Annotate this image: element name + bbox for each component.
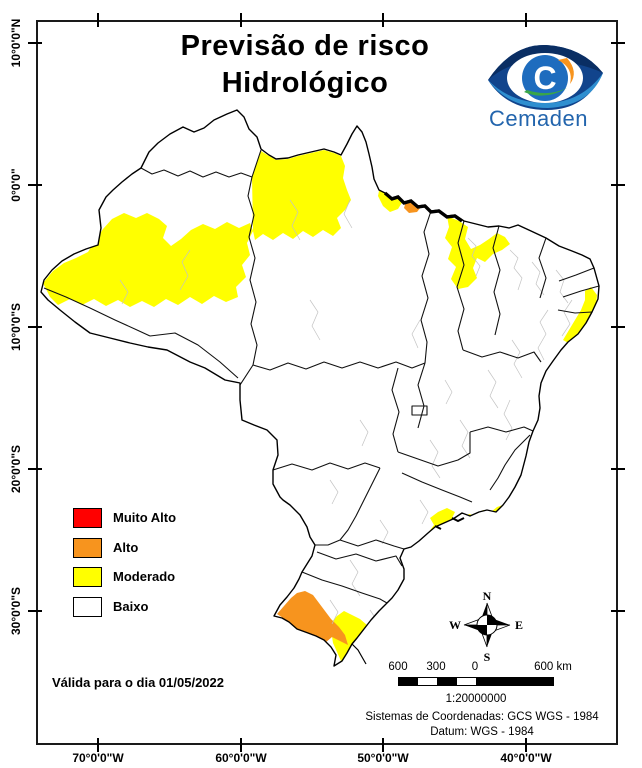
region-western-amazonas bbox=[43, 213, 253, 307]
eye-icon: C bbox=[488, 44, 603, 110]
legend-label-alto: Alto bbox=[113, 540, 139, 555]
attribution-datum: Datum: WGS - 1984 bbox=[430, 726, 534, 738]
cemaden-wordmark: Cemaden bbox=[489, 106, 588, 131]
brazil-outline bbox=[40, 109, 600, 667]
compass-n-label: N bbox=[483, 589, 492, 603]
tick-top-60w bbox=[240, 13, 242, 27]
attribution-coordinate-system: Sistemas de Coordenadas: GCS WGS - 1984 bbox=[365, 711, 599, 723]
tick-top-50w bbox=[382, 13, 384, 27]
compass-rose-icon bbox=[463, 602, 511, 648]
compass-labels: N S W E bbox=[449, 589, 523, 664]
lon-label-40w: 40°0'0"W bbox=[500, 751, 552, 765]
region-northern-para-south-roraima bbox=[252, 150, 351, 240]
lat-label-20s: 20°0'0"S bbox=[9, 444, 23, 494]
brazil-risk-map bbox=[40, 109, 600, 667]
cemaden-logo: C bbox=[488, 44, 603, 110]
tick-left-30s bbox=[28, 610, 42, 612]
lon-label-70w: 70°0'0"W bbox=[72, 751, 124, 765]
attribution: Sistemas de Coordenadas: GCS WGS - 1984 … bbox=[332, 710, 632, 740]
scale-bar-labels: 600 300 0 600 km bbox=[388, 661, 571, 675]
legend-label-moderado: Moderado bbox=[113, 569, 176, 584]
legend-label-baixo: Baixo bbox=[113, 599, 149, 614]
north-arrow: N S W E bbox=[449, 589, 523, 664]
scale-label-600-km: 600 km bbox=[534, 661, 572, 673]
lat-label-30s: 30°0'0"S bbox=[9, 586, 23, 636]
tick-left-10s bbox=[28, 326, 42, 328]
tick-right-30s bbox=[611, 610, 625, 612]
tick-bottom-50w bbox=[382, 738, 384, 752]
legend-swatch-muito-alto bbox=[73, 507, 102, 528]
tick-left-20s bbox=[28, 468, 42, 470]
region-southwest-rio-grande-do-sul bbox=[277, 591, 348, 645]
compass-s-label: S bbox=[484, 650, 491, 664]
lon-label-50w: 50°0'0"W bbox=[357, 751, 409, 765]
tick-top-70w bbox=[97, 13, 99, 27]
region-pernambuco-alagoas-coast bbox=[563, 287, 597, 344]
legend-item-alto: Alto bbox=[73, 537, 138, 558]
compass-w-label: W bbox=[449, 618, 461, 632]
legend-item-muito-alto: Muito Alto bbox=[73, 507, 176, 528]
region-western-maranhao bbox=[445, 216, 510, 289]
legend-swatch-alto bbox=[73, 537, 102, 558]
legend-item-baixo: Baixo bbox=[73, 596, 148, 617]
validity-note: Válida para o dia 01/05/2022 bbox=[52, 675, 224, 690]
coastline-accents bbox=[351, 191, 465, 665]
tick-bottom-70w bbox=[97, 738, 99, 752]
lat-label-10n: 10°0'0"N bbox=[9, 18, 23, 68]
scale-label-600-left: 600 bbox=[388, 661, 408, 673]
scale-label-0: 0 bbox=[471, 661, 479, 673]
region-southeast-rio-grande-do-sul bbox=[330, 611, 377, 666]
scale-ratio: 1:20000000 bbox=[445, 693, 507, 705]
tick-right-10n bbox=[611, 42, 625, 44]
legend-swatch-moderado bbox=[73, 566, 102, 587]
compass-e-label: E bbox=[515, 618, 523, 632]
lat-label-10s: 10°0'0"S bbox=[9, 302, 23, 352]
tick-top-40w bbox=[525, 13, 527, 27]
map-title-line1: Previsão de risco bbox=[180, 30, 430, 62]
map-neatline bbox=[36, 20, 618, 745]
state-boundaries bbox=[43, 149, 600, 604]
map-title: Previsão de risco Hidrológico bbox=[155, 28, 455, 102]
tick-right-10s bbox=[611, 326, 625, 328]
tick-bottom-40w bbox=[525, 738, 527, 752]
lat-label-0: 0°0'0" bbox=[9, 168, 23, 202]
tick-right-0 bbox=[611, 184, 625, 186]
risk-regions bbox=[43, 150, 597, 666]
scale-bar bbox=[398, 677, 554, 686]
tick-right-20s bbox=[611, 468, 625, 470]
tick-left-10n bbox=[28, 42, 42, 44]
scale-label-300: 300 bbox=[426, 661, 446, 673]
distrito-federal-boundary bbox=[411, 405, 428, 416]
legend-item-moderado: Moderado bbox=[73, 566, 175, 587]
map-title-line2: Hidrológico bbox=[221, 67, 389, 99]
municipal-boundaries bbox=[119, 199, 573, 646]
lon-label-60w: 60°0'0"W bbox=[215, 751, 267, 765]
tick-left-0 bbox=[28, 184, 42, 186]
tick-bottom-60w bbox=[240, 738, 242, 752]
svg-text:C: C bbox=[533, 60, 556, 96]
legend-label-muito-alto: Muito Alto bbox=[113, 510, 177, 525]
legend-swatch-baixo bbox=[73, 596, 102, 617]
